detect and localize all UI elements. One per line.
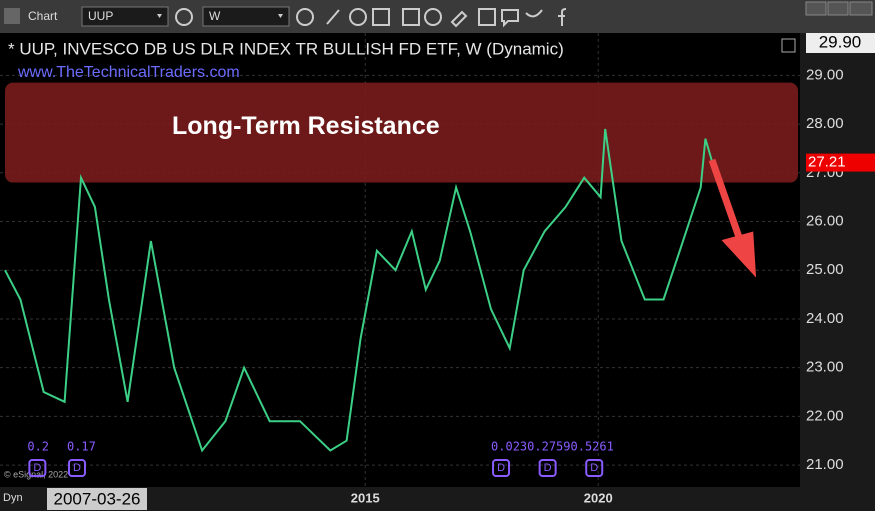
dividend-icon — [585, 459, 604, 477]
draw-icon[interactable] — [326, 9, 340, 25]
chart-subtitle: www.TheTechnicalTraders.com — [17, 64, 240, 81]
symbol-box[interactable] — [81, 6, 169, 27]
close-button[interactable] — [849, 1, 873, 16]
range-label: Dyn — [3, 492, 23, 504]
y-tick-label: 25.00 — [806, 261, 844, 278]
eraser-icon[interactable] — [450, 10, 468, 28]
y-tick-label: 21.00 — [806, 456, 844, 473]
tool-icons — [326, 8, 567, 28]
price-axis — [800, 33, 875, 487]
dividend-marker: D — [73, 462, 81, 474]
refresh-icon[interactable] — [175, 8, 193, 26]
facebook-icon[interactable] — [558, 8, 567, 26]
interval: W — [209, 9, 221, 23]
alert-icon[interactable] — [424, 8, 442, 26]
dividend-icon — [492, 459, 511, 477]
last-price-box — [806, 153, 875, 172]
grid-icon[interactable] — [372, 8, 390, 26]
header-price-box — [806, 33, 875, 53]
app-label: Chart — [28, 9, 58, 23]
start-date-box — [47, 488, 147, 510]
y-tick-label: 24.00 — [806, 310, 844, 327]
y-tick-label: 26.00 — [806, 212, 844, 229]
dividend-icon — [538, 459, 557, 477]
clock-icon[interactable] — [296, 8, 314, 26]
header-price: 29.90 — [819, 32, 862, 51]
minimize-button[interactable] — [805, 1, 827, 16]
dropdown-arrow — [157, 14, 162, 18]
last-price: 27.21 — [808, 154, 846, 171]
x-tick-label: 2015 — [351, 490, 380, 505]
restore-button[interactable] — [781, 38, 796, 53]
dividend-marker: D — [590, 462, 598, 474]
y-tick-label: 28.00 — [806, 115, 844, 132]
interval-box[interactable] — [202, 6, 290, 27]
chart-title: * UUP, INVESCO DB US DLR INDEX TR BULLIS… — [8, 39, 564, 58]
chat-icon[interactable] — [501, 9, 519, 28]
dropdown-arrow — [278, 14, 283, 18]
dividend-label: 0.2 — [27, 440, 49, 454]
dividend-marker: D — [544, 462, 552, 474]
text-icon[interactable] — [402, 8, 420, 26]
start-date: 2007-03-26 — [54, 489, 141, 508]
price-line — [4, 128, 714, 453]
symbol: UUP — [88, 9, 113, 23]
x-tick-label: 2020 — [584, 490, 613, 505]
dividend-label: 0.17 — [67, 440, 96, 454]
resistance-zone — [5, 82, 798, 183]
calc-icon[interactable] — [478, 8, 496, 26]
dividend-icon — [67, 459, 86, 477]
y-tick-label: 29.00 — [806, 66, 844, 83]
copyright: © eSignal, 2022 — [4, 469, 68, 479]
dividend-icon — [28, 459, 47, 477]
y-tick-label: 22.00 — [806, 407, 844, 424]
maximize-button[interactable] — [827, 1, 849, 16]
study-icon[interactable] — [349, 8, 367, 26]
app-icon — [4, 8, 20, 24]
annotation: Long-Term Resistance — [172, 112, 440, 140]
dividend-marker: D — [497, 462, 505, 474]
twitter-icon[interactable] — [525, 9, 543, 18]
dividend-marker: D — [33, 462, 41, 474]
y-tick-label: 23.00 — [806, 359, 844, 376]
dividend-label: 0.0230.27590.5261 — [491, 440, 614, 454]
plot — [0, 33, 800, 487]
trend-arrow — [708, 158, 757, 278]
